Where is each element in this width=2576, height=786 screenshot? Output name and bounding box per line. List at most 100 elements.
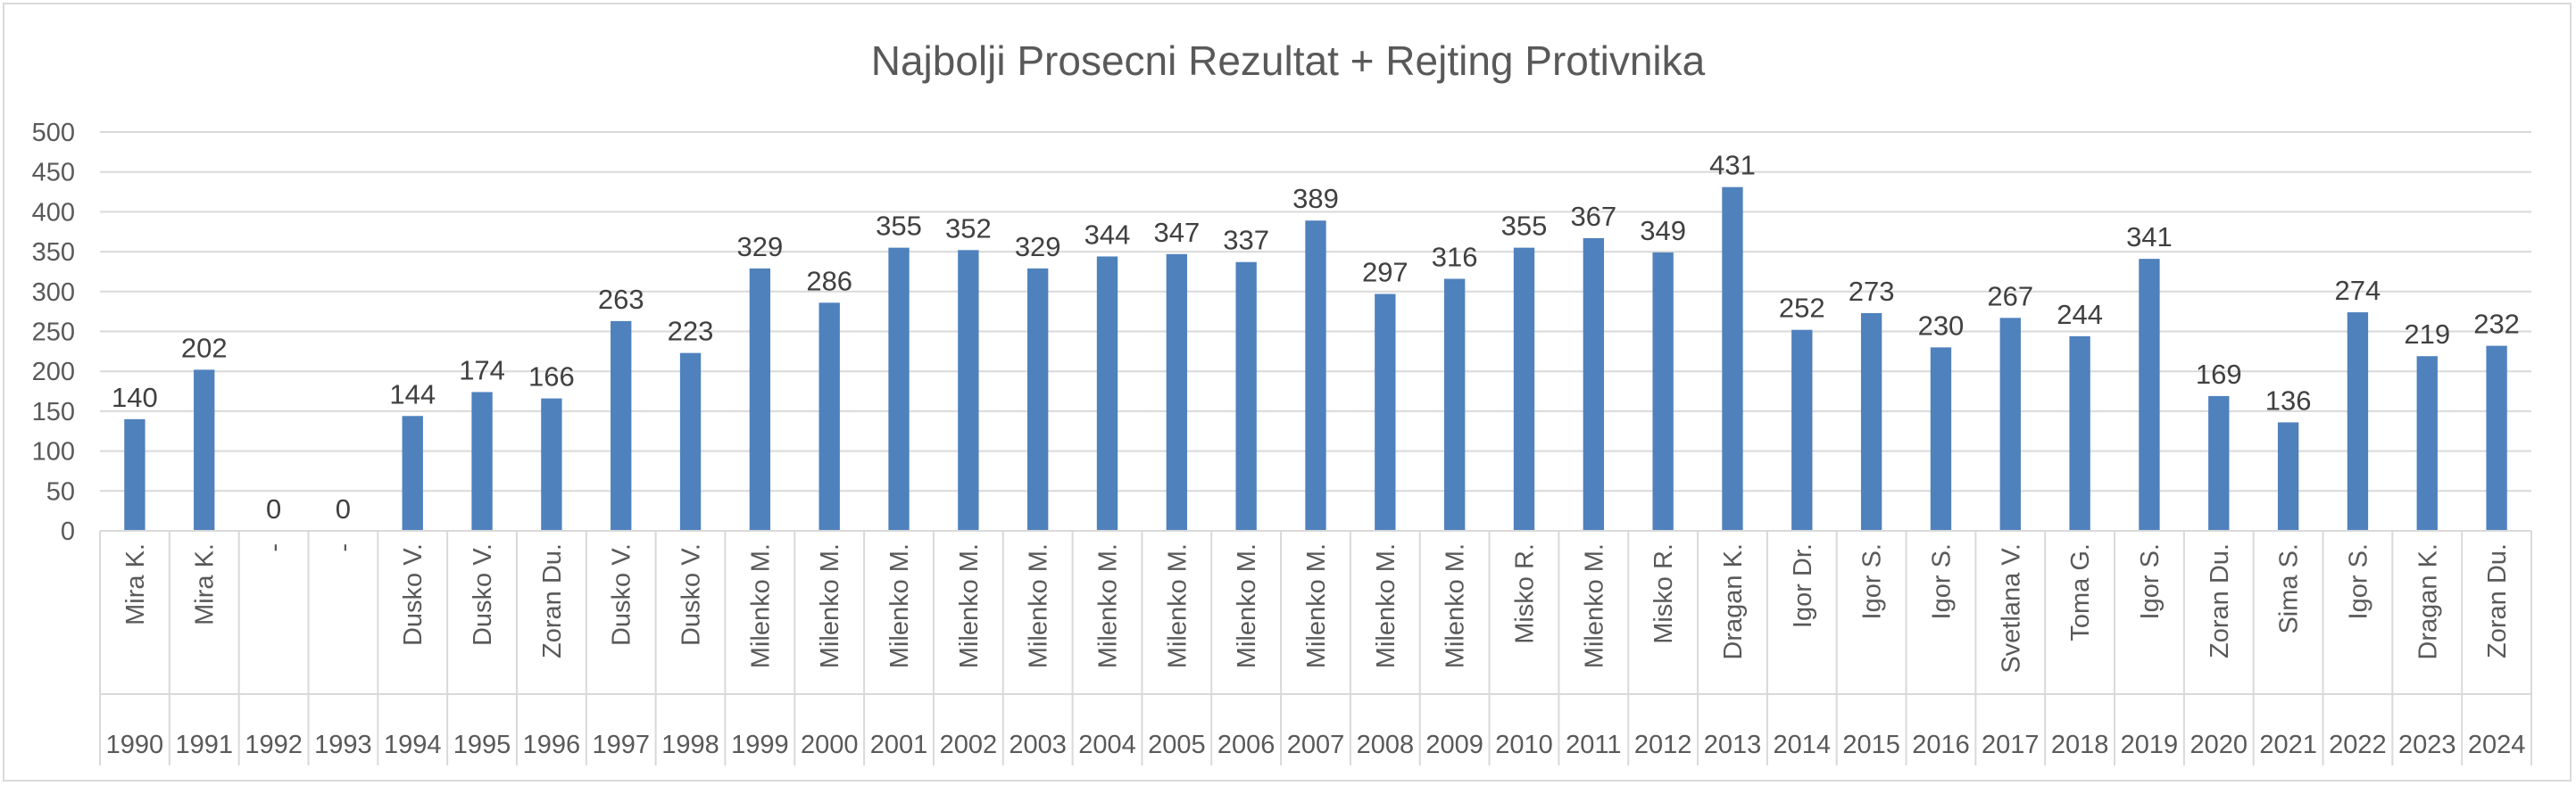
data-label: 166 [528, 361, 575, 393]
bar [1791, 329, 1813, 531]
gridlines [100, 131, 2531, 492]
data-label: 140 [112, 382, 158, 413]
bar [958, 250, 979, 531]
category-axis: Mira K. 1990 Mira K. 1991 - 1992 - 1993 Dusko V.… [99, 530, 2532, 765]
bar [1166, 253, 1188, 531]
year-label: 2021 [2259, 731, 2317, 759]
data-label: 230 [1918, 310, 1965, 341]
year-label: 2000 [801, 731, 859, 759]
year-label: 2015 [1842, 731, 1900, 759]
y-tick-label: 350 [32, 238, 75, 267]
bar [749, 268, 771, 531]
data-label: 337 [1223, 225, 1269, 256]
category-label: Milenko M. [1442, 543, 1470, 668]
category-label: Dragan K. [2414, 543, 2442, 660]
data-label: 219 [2404, 319, 2450, 350]
bar [1652, 252, 1674, 531]
category-label: Milenko M. [816, 543, 844, 668]
category-label: Igor S. [1927, 543, 1956, 619]
data-label: 352 [945, 212, 992, 244]
bar [1860, 312, 1882, 531]
bar [541, 398, 562, 531]
bar [1096, 256, 1118, 531]
year-label: 2022 [2329, 731, 2387, 759]
bar [611, 320, 632, 531]
year-label: 1998 [661, 731, 719, 759]
y-tick-label: 150 [32, 398, 75, 426]
category-label: Milenko M. [885, 543, 914, 668]
year-label: 1991 [175, 731, 233, 759]
data-label: 286 [806, 265, 852, 296]
bar [2416, 356, 2438, 531]
category-label: Dragan K. [1719, 543, 1748, 660]
category-label: Misko R. [1649, 543, 1678, 644]
data-label: 0 [336, 493, 351, 525]
data-label: 232 [2473, 309, 2520, 340]
data-label: 174 [459, 354, 505, 385]
year-label: 2011 [1566, 731, 1621, 759]
year-label: 2004 [1078, 731, 1136, 759]
data-labels: 140 202 0 0 144 174 166 263 223 329 286 355 352 329 34… [112, 150, 2520, 525]
bar [1305, 220, 1326, 531]
category-label: Zoran Du. [2206, 543, 2234, 658]
category-label: Toma G. [2066, 543, 2095, 641]
category-label: Igor S. [2136, 543, 2165, 619]
category-label: Milenko M. [1372, 543, 1400, 668]
y-tick-label: 0 [61, 517, 75, 546]
year-label: 1992 [245, 731, 303, 759]
data-label: 297 [1362, 256, 1408, 287]
data-label: 389 [1292, 183, 1339, 214]
data-label: 274 [2335, 275, 2381, 306]
year-label: 2007 [1287, 731, 1345, 759]
bar [1583, 237, 1604, 531]
category-label: Milenko M. [955, 543, 984, 668]
category-label: Dusko V. [608, 543, 636, 646]
data-label: 223 [668, 316, 714, 347]
bar [1930, 347, 1952, 531]
data-label: 169 [2196, 359, 2242, 390]
bar [2208, 395, 2230, 531]
category-label: - [261, 543, 289, 552]
y-tick-label: 100 [32, 438, 75, 467]
category-label: Milenko M. [1233, 543, 1261, 668]
year-label: 2005 [1148, 731, 1206, 759]
bar [1513, 247, 1535, 531]
year-label: 2006 [1217, 731, 1276, 759]
category-label: Dusko V. [399, 543, 428, 646]
bar [124, 418, 145, 531]
category-label: Mira K. [121, 543, 150, 625]
category-label: Igor S. [2344, 543, 2372, 619]
year-label: 2020 [2190, 731, 2248, 759]
category-label: Svetlana V. [1997, 543, 2025, 674]
category-label: - [329, 543, 358, 552]
category-label: Igor Dr. [1789, 543, 1817, 628]
year-label: 2014 [1774, 731, 1832, 759]
year-label: 2024 [2468, 731, 2526, 759]
data-label: 344 [1084, 219, 1131, 250]
data-label: 329 [737, 231, 784, 262]
year-label: 2009 [1425, 731, 1483, 759]
data-label: 347 [1153, 217, 1200, 248]
year-label: 1993 [314, 731, 372, 759]
bar [471, 392, 493, 531]
data-label: 136 [2265, 385, 2312, 416]
data-label: 273 [1849, 276, 1895, 307]
year-label: 2018 [2051, 731, 2109, 759]
bars [124, 186, 2507, 531]
data-label: 431 [1709, 150, 1756, 181]
bar [2347, 312, 2369, 531]
category-label: Milenko M. [1580, 543, 1608, 668]
data-label: 244 [2057, 299, 2103, 330]
data-label: 252 [1779, 293, 1825, 324]
y-tick-label: 300 [32, 278, 75, 307]
year-label: 2017 [1982, 731, 2040, 759]
bar [1235, 261, 1257, 531]
category-label: Milenko M. [1302, 543, 1331, 668]
data-label: 355 [1501, 211, 1548, 242]
category-label: Misko R. [1510, 543, 1539, 644]
year-label: 2023 [2398, 731, 2456, 759]
year-label: 1997 [592, 731, 650, 759]
year-label: 2013 [1704, 731, 1762, 759]
category-label: Zoran Du. [2483, 543, 2512, 658]
bar [1443, 278, 1466, 531]
